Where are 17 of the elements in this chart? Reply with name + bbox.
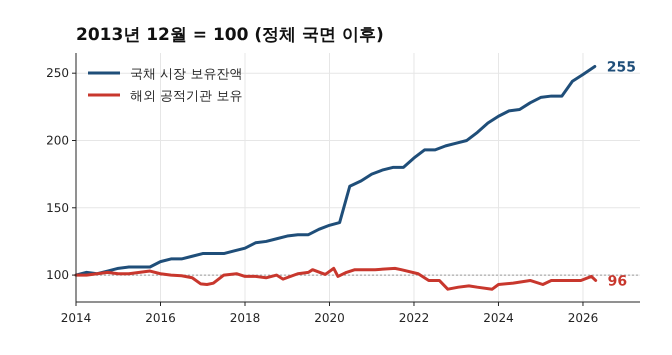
x-tick-label: 2020 <box>314 311 345 325</box>
x-tick-label: 2024 <box>483 311 514 325</box>
x-tick-label: 2018 <box>230 311 260 325</box>
x-tick-label: 2022 <box>398 311 430 325</box>
line-series <box>74 266 598 291</box>
y-tick-label: 100 <box>46 268 69 282</box>
x-tick-label: 2026 <box>568 311 598 325</box>
y-tick-label: 150 <box>46 200 69 215</box>
chart-title: 2013년 12월 = 100 (정체 국면 이후) <box>76 25 384 45</box>
annotation: 255 <box>606 59 636 76</box>
annotation: 96 <box>608 273 628 290</box>
legend-label: 국채 시장 보유잔액 <box>130 67 242 82</box>
x-tick-label: 2016 <box>145 311 176 325</box>
legend-label: 해외 공적기관 보유 <box>130 89 242 104</box>
y-tick-label: 250 <box>46 66 69 80</box>
x-tick-label: 2014 <box>60 311 92 325</box>
y-tick-label: 200 <box>46 133 69 148</box>
